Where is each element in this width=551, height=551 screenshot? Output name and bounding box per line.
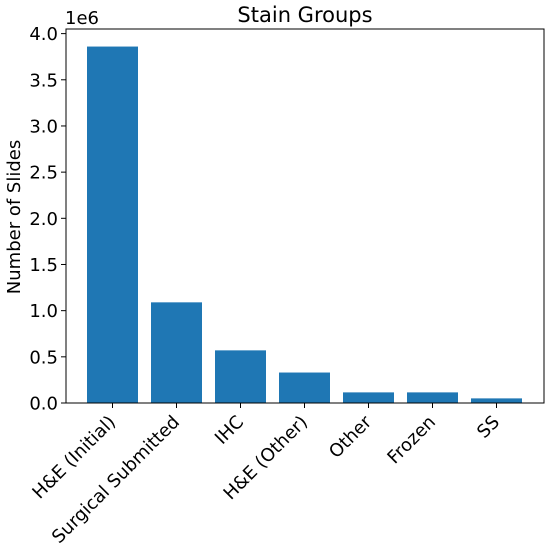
y-tick-label-7: 3.5: [29, 70, 58, 91]
chart-title: Stain Groups: [237, 3, 372, 27]
y-tick-label-5: 2.5: [29, 163, 58, 184]
x-tick-label-6: SS: [473, 412, 504, 443]
y-tick-label-0: 0.0: [29, 394, 58, 415]
y-tick-label-4: 2.0: [29, 209, 58, 230]
x-tick-label-2: IHC: [211, 412, 248, 449]
y-axis-title: Number of Slides: [4, 140, 25, 294]
bar-0: [87, 46, 138, 404]
y-tick-label-2: 1.0: [29, 301, 58, 322]
y-tick-label-8: 4.0: [29, 24, 58, 45]
bar-3: [279, 372, 330, 403]
x-tick-label-1: Surgical Submitted: [48, 412, 184, 548]
y-tick-label-6: 3.0: [29, 116, 58, 137]
y-tick-label-3: 1.5: [29, 255, 58, 276]
y-axis-ticks: 0.0 0.5 1.0 1.5 2.0 2.5 3.0 3.5 4.0: [29, 24, 66, 415]
bar-5: [407, 392, 458, 403]
y-offset-label: 1e6: [65, 8, 99, 29]
y-tick-label-1: 0.5: [29, 347, 58, 368]
bars: [87, 46, 522, 404]
bar-6: [471, 398, 522, 403]
bar-4: [343, 392, 394, 403]
bar-2: [215, 350, 266, 403]
x-tick-label-4: Other: [325, 411, 376, 462]
bar-1: [151, 302, 202, 403]
plot-frame: [65, 28, 545, 404]
x-tick-label-5: Frozen: [383, 412, 440, 469]
